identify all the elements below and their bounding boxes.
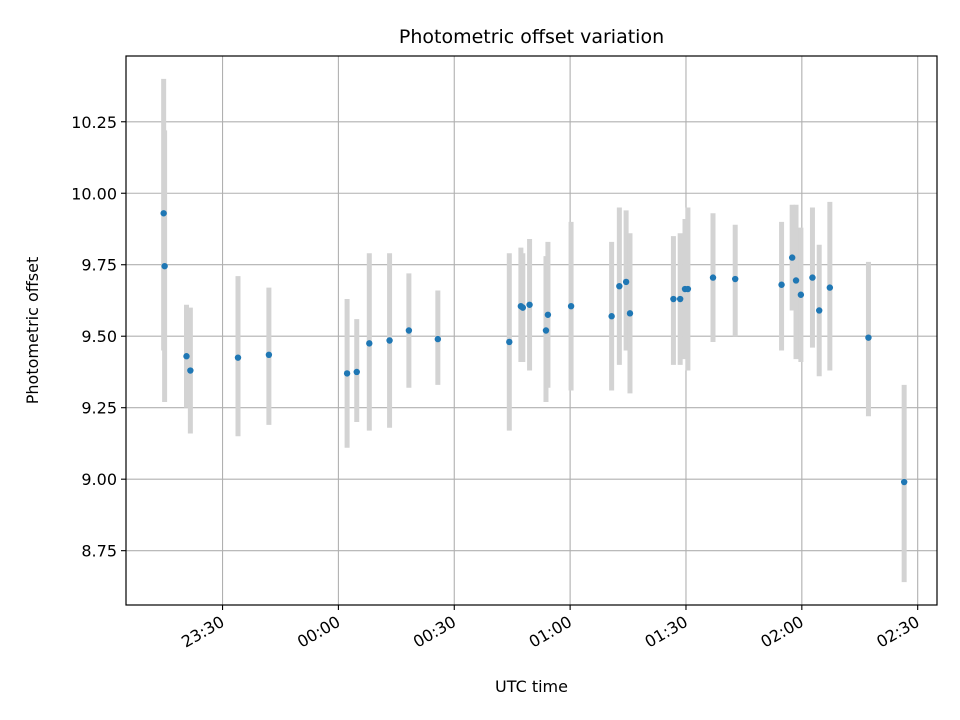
data-point xyxy=(816,307,823,314)
x-axis-label: UTC time xyxy=(495,677,568,696)
data-point xyxy=(788,254,796,261)
data-point xyxy=(567,302,575,310)
data-point xyxy=(160,210,167,217)
chart-title: Photometric offset variation xyxy=(399,26,664,48)
data-point xyxy=(732,275,739,283)
y-tick-label: 9.25 xyxy=(81,399,117,418)
data-point xyxy=(792,277,800,284)
data-point xyxy=(234,354,242,361)
y-tick-label: 10.25 xyxy=(71,113,117,132)
data-point xyxy=(265,351,273,359)
data-point xyxy=(608,313,615,320)
y-tick-label: 9.50 xyxy=(81,327,117,346)
y-tick-label: 9.75 xyxy=(81,256,117,275)
data-point xyxy=(526,301,533,308)
data-point xyxy=(626,310,634,317)
data-point xyxy=(506,338,513,346)
y-tick-label: 9.00 xyxy=(81,470,117,489)
data-point xyxy=(183,353,190,360)
data-point xyxy=(709,274,717,281)
data-point xyxy=(684,285,692,293)
data-point xyxy=(797,291,805,298)
data-point xyxy=(187,367,194,374)
data-point xyxy=(676,295,684,303)
data-point xyxy=(405,327,413,334)
data-point xyxy=(616,282,623,290)
data-point xyxy=(519,304,527,311)
data-point xyxy=(386,337,393,344)
data-point xyxy=(544,311,552,318)
data-point xyxy=(670,295,677,303)
data-point xyxy=(161,262,168,270)
y-axis-ticks: 8.75 9.00 9.25 9.50 9.75 10.00 10.25 xyxy=(71,113,126,561)
data-point xyxy=(900,478,908,486)
data-point xyxy=(434,335,442,343)
data-point xyxy=(343,370,351,377)
y-axis-label: Photometric offset xyxy=(23,257,42,405)
y-tick-label: 10.00 xyxy=(71,184,117,203)
data-point xyxy=(826,284,834,291)
plot-frame xyxy=(125,55,938,606)
data-point xyxy=(809,274,816,281)
data-points xyxy=(160,210,908,486)
data-point xyxy=(622,278,630,286)
data-point xyxy=(778,281,785,288)
data-point xyxy=(366,340,373,347)
data-point xyxy=(865,334,872,341)
y-tick-label: 8.75 xyxy=(81,542,117,561)
data-point xyxy=(542,327,550,334)
data-point xyxy=(353,368,360,376)
